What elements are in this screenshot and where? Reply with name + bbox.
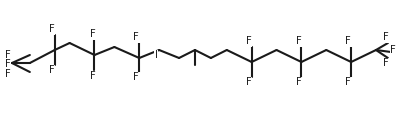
- Text: F: F: [89, 29, 95, 39]
- Text: F: F: [345, 36, 351, 46]
- Text: F: F: [5, 69, 11, 79]
- Text: F: F: [383, 58, 389, 68]
- Text: F: F: [390, 45, 396, 55]
- Text: F: F: [5, 50, 11, 60]
- Text: F: F: [5, 59, 11, 69]
- Text: F: F: [246, 36, 251, 46]
- Text: F: F: [89, 71, 95, 81]
- Text: F: F: [383, 32, 389, 42]
- Text: F: F: [246, 77, 251, 87]
- Text: F: F: [49, 24, 55, 34]
- Text: F: F: [133, 32, 139, 42]
- Text: F: F: [49, 65, 55, 75]
- Text: F: F: [133, 72, 139, 82]
- Text: F: F: [345, 77, 351, 87]
- Text: F: F: [295, 36, 301, 46]
- Text: I: I: [155, 50, 158, 60]
- Text: F: F: [295, 77, 301, 87]
